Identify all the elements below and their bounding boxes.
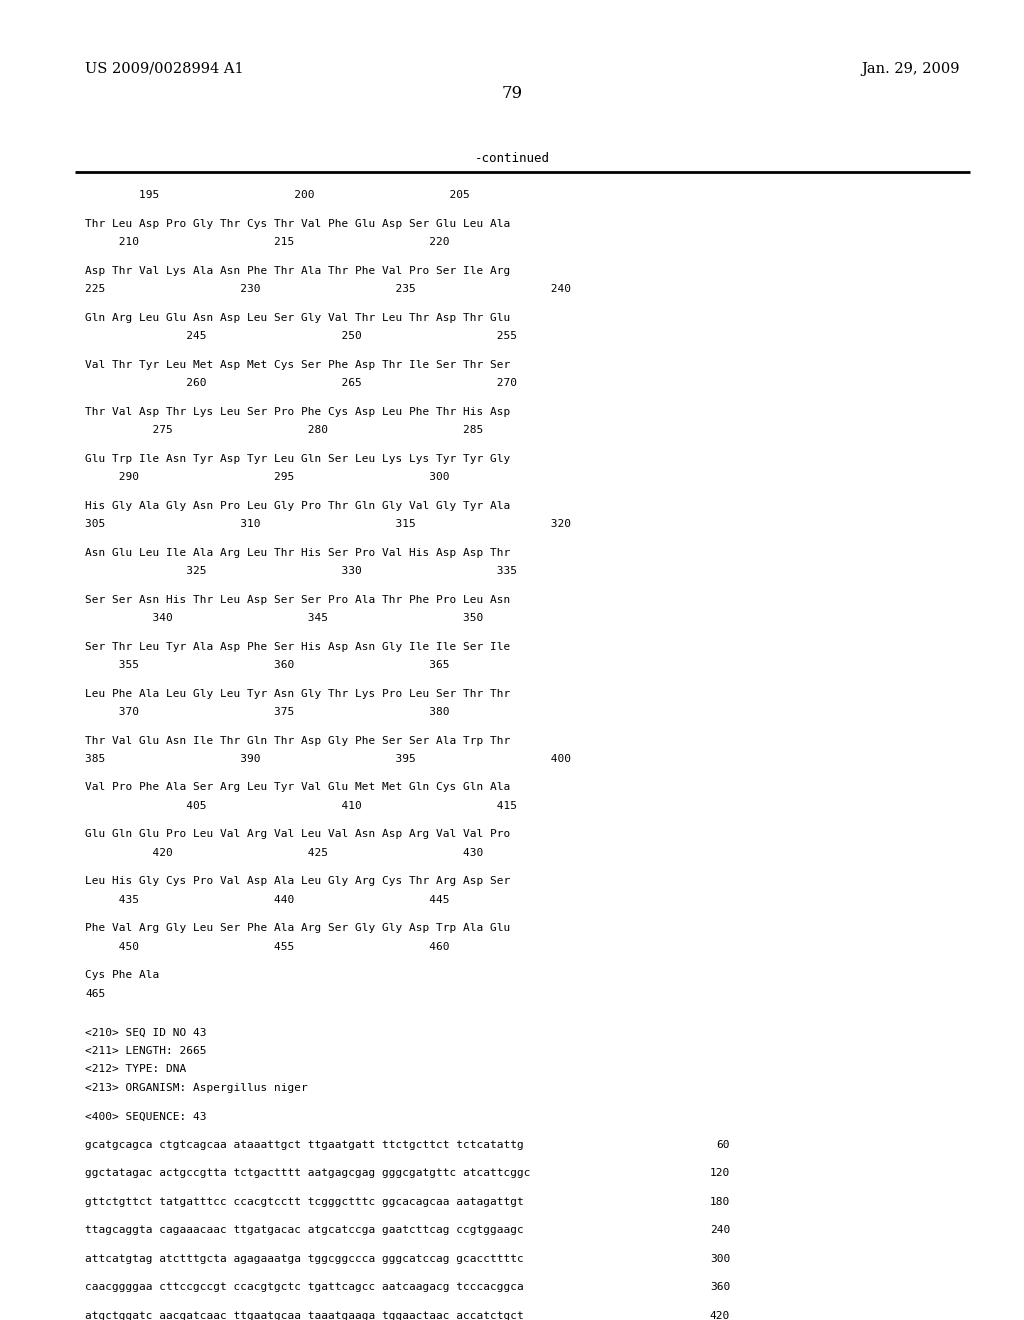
Text: Val Thr Tyr Leu Met Asp Met Cys Ser Phe Asp Thr Ile Ser Thr Ser: Val Thr Tyr Leu Met Asp Met Cys Ser Phe … bbox=[85, 359, 510, 370]
Text: gcatgcagca ctgtcagcaa ataaattgct ttgaatgatt ttctgcttct tctcatattg: gcatgcagca ctgtcagcaa ataaattgct ttgaatg… bbox=[85, 1140, 523, 1150]
Text: <213> ORGANISM: Aspergillus niger: <213> ORGANISM: Aspergillus niger bbox=[85, 1082, 308, 1093]
Text: 240: 240 bbox=[710, 1225, 730, 1236]
Text: atgctggatc aacgatcaac ttgaatgcaa taaatgaaga tggaactaac accatctgct: atgctggatc aacgatcaac ttgaatgcaa taaatga… bbox=[85, 1311, 523, 1320]
Text: 385                    390                    395                    400: 385 390 395 400 bbox=[85, 754, 571, 764]
Text: Val Pro Phe Ala Ser Arg Leu Tyr Val Glu Met Met Gln Cys Gln Ala: Val Pro Phe Ala Ser Arg Leu Tyr Val Glu … bbox=[85, 783, 510, 792]
Text: Gln Arg Leu Glu Asn Asp Leu Ser Gly Val Thr Leu Thr Asp Thr Glu: Gln Arg Leu Glu Asn Asp Leu Ser Gly Val … bbox=[85, 313, 510, 322]
Text: 225                    230                    235                    240: 225 230 235 240 bbox=[85, 284, 571, 294]
Text: 465: 465 bbox=[85, 989, 105, 999]
Text: Leu His Gly Cys Pro Val Asp Ala Leu Gly Arg Cys Thr Arg Asp Ser: Leu His Gly Cys Pro Val Asp Ala Leu Gly … bbox=[85, 876, 510, 887]
Text: Thr Leu Asp Pro Gly Thr Cys Thr Val Phe Glu Asp Ser Glu Leu Ala: Thr Leu Asp Pro Gly Thr Cys Thr Val Phe … bbox=[85, 219, 510, 228]
Text: Phe Val Arg Gly Leu Ser Phe Ala Arg Ser Gly Gly Asp Trp Ala Glu: Phe Val Arg Gly Leu Ser Phe Ala Arg Ser … bbox=[85, 924, 510, 933]
Text: caacggggaa cttccgccgt ccacgtgctc tgattcagcc aatcaagacg tcccacggca: caacggggaa cttccgccgt ccacgtgctc tgattca… bbox=[85, 1283, 523, 1292]
Text: gttctgttct tatgatttcc ccacgtcctt tcgggctttc ggcacagcaa aatagattgt: gttctgttct tatgatttcc ccacgtcctt tcgggct… bbox=[85, 1197, 523, 1206]
Text: <400> SEQUENCE: 43: <400> SEQUENCE: 43 bbox=[85, 1111, 207, 1122]
Text: Jan. 29, 2009: Jan. 29, 2009 bbox=[861, 62, 961, 77]
Text: 405                    410                    415: 405 410 415 bbox=[85, 801, 517, 810]
Text: His Gly Ala Gly Asn Pro Leu Gly Pro Thr Gln Gly Val Gly Tyr Ala: His Gly Ala Gly Asn Pro Leu Gly Pro Thr … bbox=[85, 500, 510, 511]
Text: Glu Trp Ile Asn Tyr Asp Tyr Leu Gln Ser Leu Lys Lys Tyr Tyr Gly: Glu Trp Ile Asn Tyr Asp Tyr Leu Gln Ser … bbox=[85, 454, 510, 463]
Text: 210                    215                    220: 210 215 220 bbox=[85, 238, 450, 247]
Text: Thr Val Glu Asn Ile Thr Gln Thr Asp Gly Phe Ser Ser Ala Trp Thr: Thr Val Glu Asn Ile Thr Gln Thr Asp Gly … bbox=[85, 735, 510, 746]
Text: 290                    295                    300: 290 295 300 bbox=[85, 473, 450, 482]
Text: 325                    330                    335: 325 330 335 bbox=[85, 566, 517, 576]
Text: 450                    455                    460: 450 455 460 bbox=[85, 942, 450, 952]
Text: 420: 420 bbox=[710, 1311, 730, 1320]
Text: 180: 180 bbox=[710, 1197, 730, 1206]
Text: Cys Phe Ala: Cys Phe Ala bbox=[85, 970, 160, 981]
Text: -continued: -continued bbox=[474, 152, 550, 165]
Text: Thr Val Asp Thr Lys Leu Ser Pro Phe Cys Asp Leu Phe Thr His Asp: Thr Val Asp Thr Lys Leu Ser Pro Phe Cys … bbox=[85, 407, 510, 417]
Text: 245                    250                    255: 245 250 255 bbox=[85, 331, 517, 341]
Text: 420                    425                    430: 420 425 430 bbox=[85, 847, 483, 858]
Text: Asn Glu Leu Ile Ala Arg Leu Thr His Ser Pro Val His Asp Asp Thr: Asn Glu Leu Ile Ala Arg Leu Thr His Ser … bbox=[85, 548, 510, 557]
Text: ttagcaggta cagaaacaac ttgatgacac atgcatccga gaatcttcag ccgtggaagc: ttagcaggta cagaaacaac ttgatgacac atgcatc… bbox=[85, 1225, 523, 1236]
Text: 60: 60 bbox=[717, 1140, 730, 1150]
Text: Glu Gln Glu Pro Leu Val Arg Val Leu Val Asn Asp Arg Val Val Pro: Glu Gln Glu Pro Leu Val Arg Val Leu Val … bbox=[85, 829, 510, 840]
Text: attcatgtag atctttgcta agagaaatga tggcggccca gggcatccag gcaccttttc: attcatgtag atctttgcta agagaaatga tggcggc… bbox=[85, 1254, 523, 1265]
Text: 370                    375                    380: 370 375 380 bbox=[85, 708, 450, 717]
Text: Ser Thr Leu Tyr Ala Asp Phe Ser His Asp Asn Gly Ile Ile Ser Ile: Ser Thr Leu Tyr Ala Asp Phe Ser His Asp … bbox=[85, 642, 510, 652]
Text: Leu Phe Ala Leu Gly Leu Tyr Asn Gly Thr Lys Pro Leu Ser Thr Thr: Leu Phe Ala Leu Gly Leu Tyr Asn Gly Thr … bbox=[85, 689, 510, 698]
Text: US 2009/0028994 A1: US 2009/0028994 A1 bbox=[85, 62, 244, 77]
Text: 355                    360                    365: 355 360 365 bbox=[85, 660, 450, 671]
Text: 260                    265                    270: 260 265 270 bbox=[85, 378, 517, 388]
Text: 300: 300 bbox=[710, 1254, 730, 1265]
Text: 435                    440                    445: 435 440 445 bbox=[85, 895, 450, 906]
Text: 275                    280                    285: 275 280 285 bbox=[85, 425, 483, 436]
Text: 195                    200                    205: 195 200 205 bbox=[85, 190, 470, 201]
Text: <211> LENGTH: 2665: <211> LENGTH: 2665 bbox=[85, 1045, 207, 1056]
Text: <210> SEQ ID NO 43: <210> SEQ ID NO 43 bbox=[85, 1027, 207, 1038]
Text: 340                    345                    350: 340 345 350 bbox=[85, 612, 483, 623]
Text: 79: 79 bbox=[502, 84, 522, 102]
Text: 120: 120 bbox=[710, 1168, 730, 1179]
Text: Asp Thr Val Lys Ala Asn Phe Thr Ala Thr Phe Val Pro Ser Ile Arg: Asp Thr Val Lys Ala Asn Phe Thr Ala Thr … bbox=[85, 265, 510, 276]
Text: Ser Ser Asn His Thr Leu Asp Ser Ser Pro Ala Thr Phe Pro Leu Asn: Ser Ser Asn His Thr Leu Asp Ser Ser Pro … bbox=[85, 594, 510, 605]
Text: <212> TYPE: DNA: <212> TYPE: DNA bbox=[85, 1064, 186, 1074]
Text: 305                    310                    315                    320: 305 310 315 320 bbox=[85, 519, 571, 529]
Text: 360: 360 bbox=[710, 1283, 730, 1292]
Text: ggctatagac actgccgtta tctgactttt aatgagcgag gggcgatgttc atcattcggc: ggctatagac actgccgtta tctgactttt aatgagc… bbox=[85, 1168, 530, 1179]
